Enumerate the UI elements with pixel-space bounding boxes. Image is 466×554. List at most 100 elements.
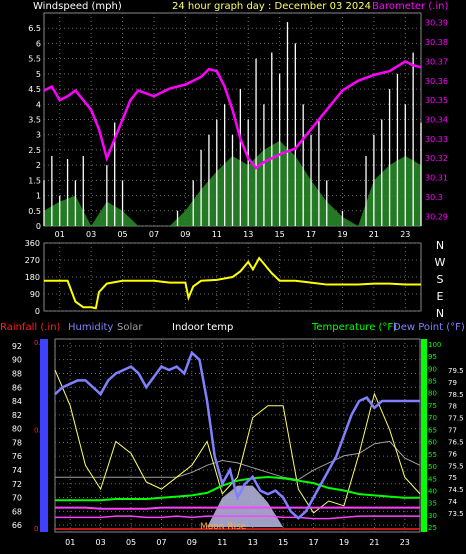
compass-label: N (436, 239, 444, 252)
temperature-tick-label: 79.5 (448, 367, 464, 375)
barometer-tick-label: 30.34 (425, 116, 448, 125)
wind-tick-label: 0 (36, 222, 41, 231)
wind-tick-label: 1 (36, 192, 41, 201)
hour-tick-label: 17 (308, 538, 318, 547)
temperature-tick-label: 74.5 (448, 486, 464, 494)
rain-tick-label: 0.1 (34, 427, 45, 435)
dewpoint-label: Dew Point (°F) (393, 322, 465, 333)
temperature-tick-label: 78 (448, 403, 457, 411)
dewpoint-tick-label: 85 (428, 378, 437, 386)
barometer-y-axis: 30.29 30.3 30.31 30.32 30.33 30.34 30.35 30.36 3… (425, 19, 448, 222)
direction-tick-label: 360 (25, 239, 40, 248)
humidity-tick-label: 80 (12, 425, 22, 434)
hour-tick-label: 01 (55, 230, 65, 239)
hour-tick-label: 21 (369, 538, 379, 547)
hour-tick-label: 05 (117, 230, 127, 239)
humidity-tick-label: 92 (12, 342, 22, 351)
temperature-grid (55, 339, 420, 532)
wind-y-axis: 0 0.5 1 1.5 2 2.5 3 3.5 4 4.5 5 5.5 6 6.5 (28, 24, 41, 231)
barometer-tick-label: 30.3 (425, 193, 443, 202)
windspeed-axis-label: Windspeed (mph) (33, 1, 122, 12)
dewpoint-tick-label: 95 (428, 353, 437, 361)
temperature-line (55, 476, 420, 502)
dewpoint-tick-label: 45 (428, 475, 437, 483)
hour-tick-label: 19 (339, 538, 349, 547)
dewpoint-tick-label: 35 (428, 500, 437, 508)
hour-tick-label: 15 (275, 230, 285, 239)
rainfall-label: Rainfall (.in) (0, 322, 61, 333)
humidity-tick-label: 82 (12, 411, 22, 420)
hour-tick-label: 11 (217, 538, 227, 547)
wind-tick-label: 3 (36, 131, 41, 140)
hour-tick-label: 19 (337, 230, 347, 239)
barometer-line (43, 59, 422, 170)
temperature-tick-label: 78.5 (448, 391, 464, 399)
rain-tick-label: 0.2 (34, 339, 45, 347)
barometer-axis-label: Barometer (.in) (372, 1, 448, 12)
temperature-tick-label: 77.5 (448, 415, 464, 423)
compass-label: S (437, 273, 444, 286)
temperature-axes: 66 68 70 72 74 76 78 80 82 84 86 88 90 92 25 30 35 40 45 50… (12, 339, 464, 533)
direction-tick-label: 180 (25, 273, 40, 282)
dewpoint-low-line (55, 515, 420, 520)
direction-tick-label: 0 (35, 307, 40, 316)
temperature-tick-label: 76.5 (448, 438, 464, 446)
direction-y-axis: 0 90 180 270 360 (25, 239, 40, 316)
humidity-tick-label: 78 (12, 438, 22, 447)
wind-x-axis: 01 03 05 07 09 11 13 15 17 19 21 23 (55, 230, 411, 239)
humidity-line (54, 350, 420, 520)
dewpoint-tick-label: 90 (428, 365, 437, 373)
humidity-tick-label: 66 (12, 521, 22, 530)
hour-tick-label: 23 (400, 230, 410, 239)
barometer-tick-label: 30.36 (425, 77, 448, 86)
hour-tick-label: 11 (212, 230, 222, 239)
hour-tick-label: 21 (369, 230, 379, 239)
temperature-tick-label: 74 (448, 498, 457, 506)
wind-tick-label: 6.5 (28, 24, 41, 33)
humidity-tick-label: 84 (12, 397, 22, 406)
dewpoint-tick-label: 55 (428, 451, 437, 459)
compass-label: E (437, 290, 444, 303)
barometer-tick-label: 30.33 (425, 135, 448, 144)
wind-tick-label: 3.5 (28, 116, 41, 125)
dewpoint-tick-label: 80 (428, 390, 437, 398)
dewpoint-tick-label: 60 (428, 439, 437, 447)
wind-tick-label: 2 (36, 161, 41, 170)
wind-tick-label: 5 (36, 70, 41, 79)
humidity-label: Humidity (68, 322, 113, 333)
hour-tick-label: 07 (149, 230, 159, 239)
temperature-scale-bar (421, 339, 427, 532)
rain-tick-label: 0 (34, 525, 38, 533)
barometer-line (43, 59, 422, 170)
barometer-tick-label: 30.38 (425, 38, 448, 47)
hour-tick-label: 15 (278, 538, 288, 547)
hour-tick-label: 01 (65, 538, 75, 547)
dewpoint-tick-label: 40 (428, 487, 437, 495)
hour-tick-label: 05 (126, 538, 136, 547)
wind-tick-label: 0.5 (28, 207, 41, 216)
temperature-tick-label: 76 (448, 450, 457, 458)
direction-line (44, 256, 421, 310)
wind-tick-label: 4 (36, 100, 41, 109)
dewpoint-tick-label: 50 (428, 463, 437, 471)
humidity-tick-label: 68 (12, 507, 22, 516)
graph-title: 24 hour graph day : December 03 2024 (172, 1, 371, 12)
wind-tick-label: 1.5 (28, 176, 41, 185)
temperature-tick-label: 77 (448, 427, 457, 435)
humidity-tick-label: 76 (12, 452, 22, 461)
direction-tick-label: 90 (30, 290, 40, 299)
hour-tick-label: 09 (180, 230, 190, 239)
hour-tick-label: 03 (96, 538, 106, 547)
moon-rise-label: Moon Rise (200, 522, 247, 532)
dewpoint-line (55, 506, 420, 510)
dewpoint-tick-label: 25 (428, 524, 437, 532)
barometer-tick-label: 30.32 (425, 154, 448, 163)
hour-tick-label: 13 (243, 230, 253, 239)
hour-tick-label: 23 (400, 538, 410, 547)
compass-label: N (436, 307, 444, 320)
direction-line (44, 256, 421, 310)
wind-tick-label: 6 (36, 39, 41, 48)
humidity-scale-bar (40, 339, 48, 532)
